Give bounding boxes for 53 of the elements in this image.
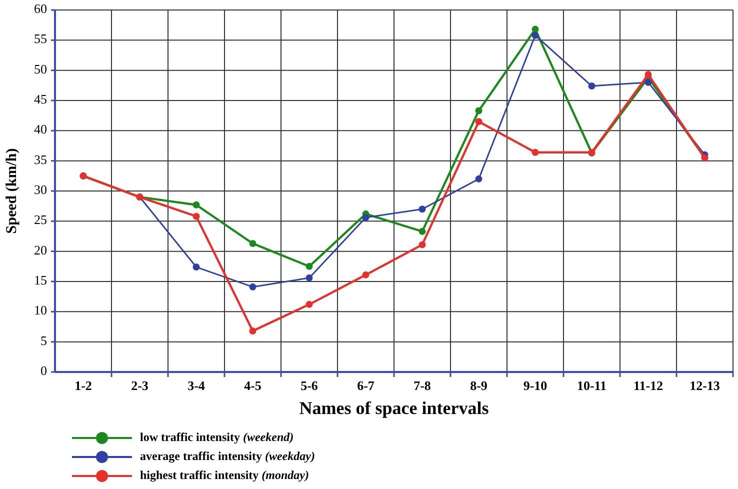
point — [192, 212, 200, 220]
point — [532, 26, 539, 33]
point — [588, 82, 596, 90]
legend-label: highest traffic intensity (monday) — [140, 468, 309, 482]
point — [192, 264, 200, 271]
point — [362, 271, 370, 278]
x-tick-label: 12-13 — [690, 378, 720, 393]
x-tick-label: 6-7 — [357, 378, 375, 393]
point — [418, 228, 426, 235]
point — [644, 71, 652, 78]
point — [306, 262, 313, 270]
x-tick-label: 3-4 — [188, 378, 206, 393]
y-tick-label: 35 — [34, 152, 47, 167]
y-tick-label: 55 — [34, 31, 47, 46]
point — [475, 118, 482, 126]
x-tick-label: 7-8 — [414, 378, 432, 393]
point — [306, 300, 313, 308]
point — [418, 206, 426, 213]
point — [475, 107, 482, 114]
point — [644, 78, 652, 86]
y-tick-label: 0 — [40, 362, 47, 378]
y-tick-label: 20 — [34, 242, 47, 258]
y-tick-label: 45 — [34, 91, 47, 106]
x-tick-label: 1-2 — [74, 378, 92, 393]
point — [306, 274, 313, 282]
y-tick-label: 40 — [34, 122, 47, 137]
x-tick-label: 8-9 — [470, 378, 488, 393]
x-tick-label: 11-12 — [633, 378, 664, 393]
point — [192, 201, 200, 208]
point — [418, 241, 426, 248]
y-tick-label: 25 — [34, 212, 47, 228]
point — [249, 240, 256, 247]
y-tick-label: 50 — [34, 61, 47, 76]
y-tick-label: 60 — [34, 0, 47, 16]
point — [475, 175, 482, 182]
legend-label: average traffic intensity (weekday) — [140, 448, 315, 463]
point — [249, 283, 256, 290]
y-tick-label: 30 — [34, 182, 47, 197]
y-tick-label: 10 — [34, 302, 47, 318]
y-axis-title: Speed (km/h) — [4, 148, 20, 234]
y-tick-label: 5 — [40, 332, 47, 348]
x-tick-label: 10-11 — [576, 378, 607, 393]
point — [249, 327, 256, 334]
x-tick-label: 2-3 — [131, 378, 149, 393]
legend-label: low traffic intensity (weekend) — [140, 430, 294, 444]
point — [532, 148, 539, 156]
x-tick-label: 4-5 — [244, 378, 262, 393]
y-tick-label: 15 — [34, 272, 47, 288]
x-tick-label: 5-6 — [300, 378, 318, 393]
point — [532, 32, 539, 39]
x-tick-label: 9-10 — [523, 378, 548, 393]
x-axis-title: Names of space intervals — [299, 398, 489, 418]
point — [362, 214, 370, 222]
